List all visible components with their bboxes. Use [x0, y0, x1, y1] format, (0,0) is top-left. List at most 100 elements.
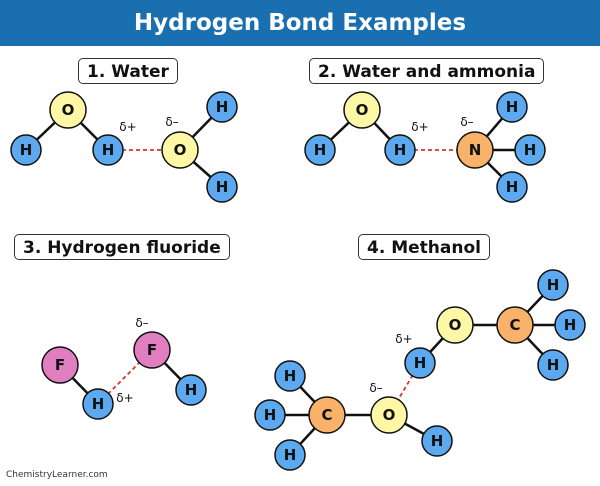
atom-h: H	[421, 425, 453, 457]
atom-circle	[274, 360, 306, 392]
atom-symbol: H	[564, 316, 577, 334]
atom-circle	[370, 396, 408, 434]
atom-symbol: F	[55, 356, 65, 374]
atom-c: C	[308, 396, 346, 434]
atom-symbol: F	[147, 341, 157, 359]
atom-circle	[537, 269, 569, 301]
section-label-water: 1. Water	[78, 58, 178, 84]
footer-credit: ChemistryLearner.com	[6, 470, 108, 480]
atom-h: H	[496, 171, 528, 203]
atom-circle	[537, 349, 569, 381]
atom-h: H	[175, 374, 207, 406]
partial-negative-charge: δ–	[165, 115, 178, 129]
section-label-hydrogen-fluoride: 3. Hydrogen fluoride	[14, 234, 230, 260]
atom-h: H	[514, 134, 546, 166]
partial-positive-charge: δ+	[411, 120, 428, 134]
partial-positive-charge: δ+	[116, 391, 133, 405]
atom-symbol: H	[314, 141, 327, 159]
atom-n: N	[456, 131, 494, 169]
atom-circle	[436, 306, 474, 344]
atom-symbol: O	[174, 141, 187, 159]
atom-h: H	[537, 349, 569, 381]
atom-circle	[206, 171, 238, 203]
atom-h: H	[274, 360, 306, 392]
atom-o: O	[370, 396, 408, 434]
atom-circle	[343, 91, 381, 129]
atom-symbol: H	[414, 354, 427, 372]
atom-circle	[206, 91, 238, 123]
atom-circle	[133, 331, 171, 369]
atom-symbol: H	[524, 141, 537, 159]
atom-circle	[175, 374, 207, 406]
atom-circle	[41, 346, 79, 384]
atom-f: F	[133, 331, 171, 369]
atom-circle	[308, 396, 346, 434]
atom-circle	[49, 91, 87, 129]
atom-h: H	[496, 91, 528, 123]
atom-symbol: H	[185, 381, 198, 399]
atom-symbol: H	[394, 141, 407, 159]
atom-h: H	[92, 134, 124, 166]
section-label-water-ammonia: 2. Water and ammonia	[309, 58, 545, 84]
partial-negative-charge: δ–	[460, 115, 473, 129]
atom-h: H	[304, 134, 336, 166]
atom-circle	[421, 425, 453, 457]
atom-circle	[456, 131, 494, 169]
atom-circle	[10, 134, 42, 166]
atom-circle	[496, 91, 528, 123]
atom-f: F	[41, 346, 79, 384]
atom-symbol: H	[431, 432, 444, 450]
atom-symbol: H	[547, 356, 560, 374]
atom-circle	[161, 131, 199, 169]
atom-h: H	[404, 347, 436, 379]
atom-o: O	[436, 306, 474, 344]
atom-h: H	[274, 439, 306, 471]
atom-symbol: H	[264, 406, 277, 424]
header-banner: Hydrogen Bond Examples	[0, 0, 600, 46]
atom-circle	[514, 134, 546, 166]
atom-h: H	[537, 269, 569, 301]
atom-circle	[304, 134, 336, 166]
atom-o: O	[343, 91, 381, 129]
partial-positive-charge: δ+	[395, 332, 412, 346]
atom-symbol: N	[469, 141, 482, 159]
atom-h: H	[10, 134, 42, 166]
atom-h: H	[206, 171, 238, 203]
atom-symbol: O	[383, 406, 396, 424]
atom-symbol: H	[216, 178, 229, 196]
atom-symbol: H	[20, 141, 33, 159]
atom-circle	[554, 309, 586, 341]
atom-o: O	[161, 131, 199, 169]
partial-positive-charge: δ+	[119, 120, 136, 134]
atom-symbol: H	[216, 98, 229, 116]
atom-symbol: O	[62, 101, 75, 119]
atom-circle	[92, 134, 124, 166]
atom-symbol: C	[509, 316, 520, 334]
atom-h: H	[554, 309, 586, 341]
atom-h: H	[206, 91, 238, 123]
atom-symbol: H	[506, 178, 519, 196]
atom-symbol: O	[356, 101, 369, 119]
atom-circle	[404, 347, 436, 379]
atom-circle	[496, 171, 528, 203]
partial-negative-charge: δ–	[135, 316, 148, 330]
page-title: Hydrogen Bond Examples	[133, 10, 467, 36]
atom-circle	[254, 399, 286, 431]
atom-symbol: H	[284, 446, 297, 464]
atom-circle	[496, 306, 534, 344]
atom-symbol: H	[92, 395, 105, 413]
atom-symbol: O	[449, 316, 462, 334]
section-label-methanol: 4. Methanol	[358, 234, 490, 260]
atom-circle	[384, 134, 416, 166]
atom-symbol: H	[284, 367, 297, 385]
atom-o: O	[49, 91, 87, 129]
atom-c: C	[496, 306, 534, 344]
atom-circle	[274, 439, 306, 471]
atom-symbol: C	[321, 406, 332, 424]
atom-symbol: H	[547, 276, 560, 294]
atom-circle	[82, 388, 114, 420]
atom-symbol: H	[102, 141, 115, 159]
atom-h: H	[82, 388, 114, 420]
atom-h: H	[384, 134, 416, 166]
